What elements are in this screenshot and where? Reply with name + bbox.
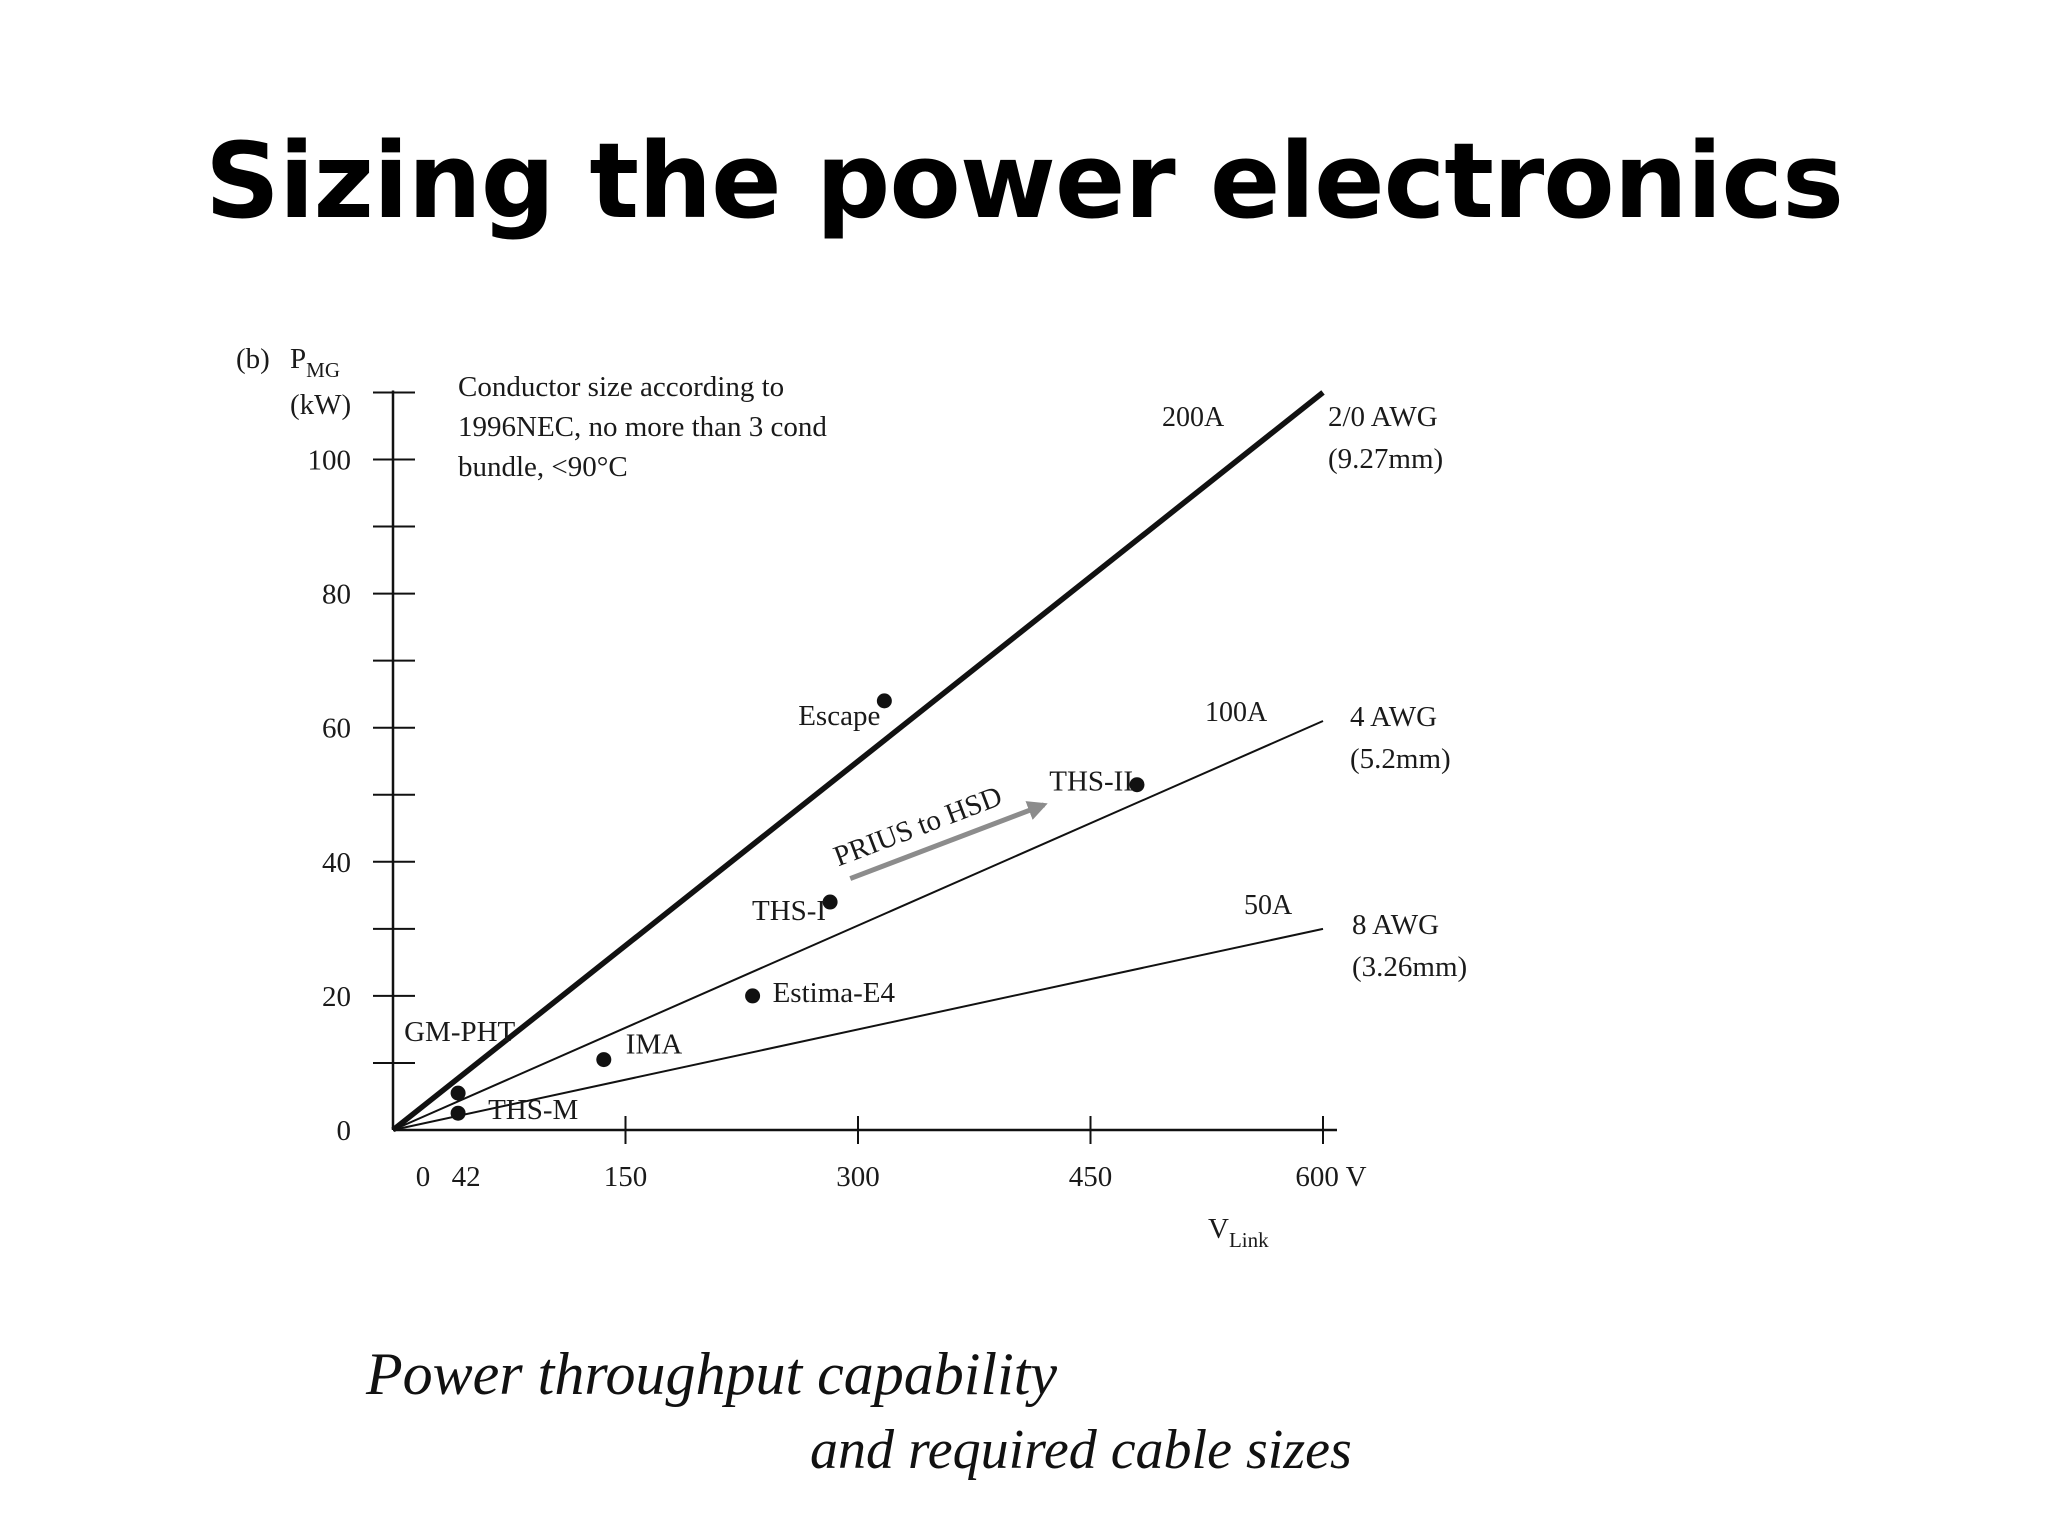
slide-title: Sizing the power electronics	[205, 120, 1844, 242]
chart-axes	[391, 390, 1337, 1132]
chart-axis-labels: Conductor size according to 1996NEC, no m…	[236, 343, 1269, 1252]
series-cable-label: 4 AWG	[1350, 701, 1437, 733]
x-tick-label: 42	[452, 1161, 481, 1193]
chart-annotation: PRIUS to HSD	[829, 780, 1048, 881]
chart-series-lines	[391, 390, 1325, 1133]
data-point	[596, 1052, 612, 1068]
x-tick-label: 300	[836, 1161, 880, 1193]
x-tick-label: 0	[416, 1161, 431, 1193]
caption-line-1: Power throughput capability	[366, 1341, 1058, 1407]
point-label: IMA	[626, 1029, 682, 1061]
series-diameter-label: (3.26mm)	[1352, 951, 1467, 983]
y-axis-label: PMG	[290, 343, 340, 382]
series-line-100A	[392, 720, 1324, 1131]
series-line-200A	[391, 390, 1325, 1133]
data-point	[745, 988, 761, 1004]
series-current-label: 50A	[1244, 890, 1293, 921]
data-point	[450, 1085, 466, 1101]
prius-arrow	[849, 801, 1048, 881]
series-current-label: 200A	[1162, 402, 1225, 433]
point-label: GM-PHT	[404, 1016, 515, 1048]
caption-line-2: and required cable sizes	[810, 1419, 1352, 1481]
y-tick-label: 20	[322, 981, 351, 1013]
series-current-label: 100A	[1205, 697, 1268, 728]
chart-ticks	[373, 391, 1324, 1144]
series-cable-label: 2/0 AWG	[1328, 401, 1438, 433]
x-tick-label: 450	[1069, 1161, 1113, 1193]
y-tick-label: 100	[308, 445, 352, 477]
conductor-note-line: 1996NEC, no more than 3 cond	[458, 411, 827, 443]
x-tick-label: 600 V	[1295, 1161, 1366, 1193]
series-line-50A	[392, 927, 1324, 1131]
data-point	[822, 894, 838, 910]
data-point	[876, 693, 892, 709]
y-tick-label: 80	[322, 579, 351, 611]
y-tick-label: 0	[337, 1115, 352, 1147]
chart-points: Escape THS-II THS-I Estima-E4 IMA GM-PHT THS-M	[404, 693, 1145, 1126]
chart-series-labels: 200A 2/0 AWG (9.27mm) 100A 4 AWG (5.2mm) 50A 8 …	[1162, 401, 1467, 983]
point-label: THS-M	[488, 1094, 578, 1126]
point-label: THS-I	[752, 895, 826, 927]
data-point	[450, 1105, 466, 1121]
conductor-note-line: Conductor size according to	[458, 371, 784, 403]
y-tick-label: 40	[322, 847, 351, 879]
point-label: Escape	[798, 700, 880, 732]
point-label: THS-II	[1049, 766, 1133, 798]
x-tick-label: 150	[604, 1161, 648, 1193]
data-point	[1129, 777, 1145, 793]
y-tick-label: 60	[322, 713, 351, 745]
x-axis-label: VLink	[1208, 1213, 1269, 1252]
series-diameter-label: (5.2mm)	[1350, 743, 1451, 775]
conductor-note-line: bundle, <90°C	[458, 451, 628, 483]
series-diameter-label: (9.27mm)	[1328, 443, 1443, 475]
panel-label: (b)	[236, 343, 270, 375]
y-axis-unit: (kW)	[290, 389, 351, 421]
chart-tick-labels: 0 20 40 60 80 100 0 42 150 300 450 600 V	[308, 445, 1367, 1194]
series-cable-label: 8 AWG	[1352, 909, 1439, 941]
point-label: Estima-E4	[773, 977, 896, 1009]
